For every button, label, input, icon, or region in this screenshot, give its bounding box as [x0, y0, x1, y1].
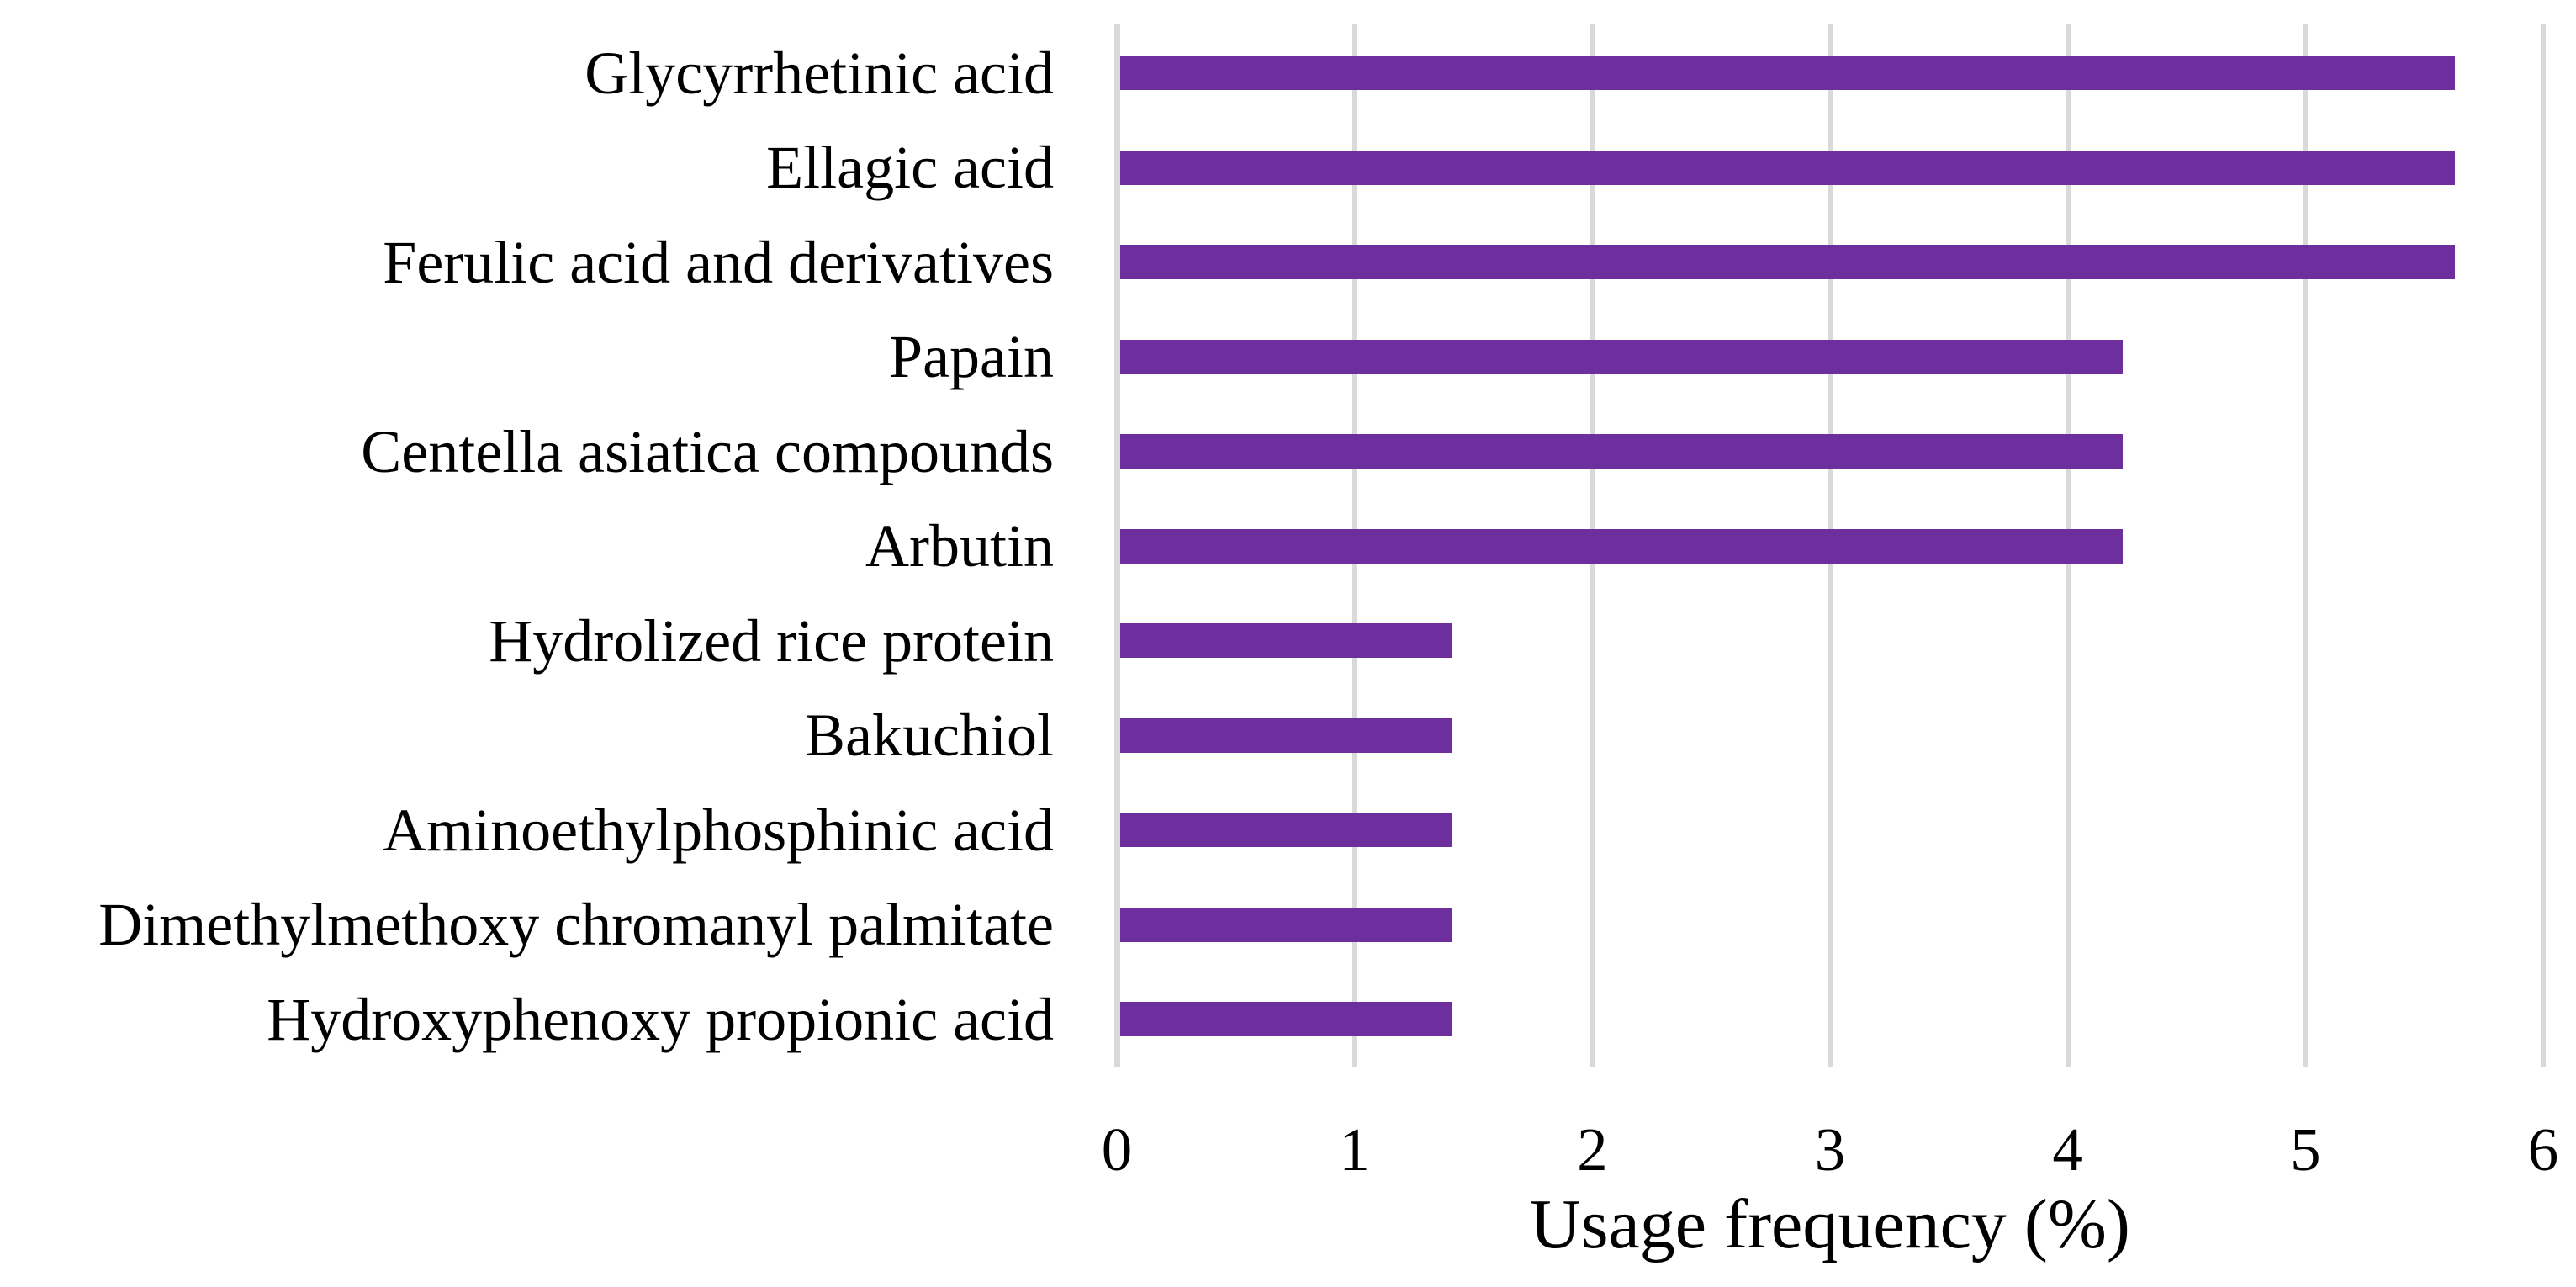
category-label: Glycyrrhetinic acid	[584, 39, 1054, 107]
category-label: Papain	[889, 323, 1054, 391]
category-label: Ellagic acid	[766, 134, 1054, 202]
bar	[1120, 339, 2123, 374]
category-label: Hydroxyphenoxy propionic acid	[267, 985, 1054, 1053]
category-label: Hydrolized rice protein	[489, 606, 1054, 675]
bar	[1120, 434, 2123, 469]
category-label: Centella asiatica compounds	[361, 417, 1054, 485]
gridline	[2303, 24, 2309, 1067]
x-axis-title: Usage frequency (%)	[1530, 1185, 2130, 1263]
bar	[1120, 907, 1452, 942]
bar	[1120, 623, 1452, 659]
x-tick-label: 1	[1339, 1115, 1370, 1184]
bar	[1120, 528, 2123, 564]
bar	[1120, 150, 2456, 185]
x-tick-label: 2	[1577, 1115, 1608, 1184]
category-label: Aminoethylphosphinic acid	[383, 796, 1054, 864]
bar	[1120, 245, 2456, 280]
x-tick-label: 6	[2527, 1115, 2559, 1184]
bar	[1120, 718, 1452, 753]
bar	[1120, 813, 1452, 848]
bar	[1120, 1002, 1452, 1037]
x-tick-label: 5	[2290, 1115, 2321, 1184]
x-tick-label: 3	[1814, 1115, 1846, 1184]
category-label: Bakuchiol	[805, 702, 1054, 770]
category-label: Dimethylmethoxy chromanyl palmitate	[98, 891, 1054, 959]
category-label: Ferulic acid and derivatives	[383, 228, 1054, 296]
category-axis-line	[1113, 24, 1120, 1067]
bar	[1120, 56, 2456, 91]
gridline	[2541, 24, 2546, 1067]
category-label: Arbutin	[865, 512, 1054, 580]
x-tick-label: 4	[2052, 1115, 2083, 1184]
x-tick-label: 0	[1101, 1115, 1133, 1184]
